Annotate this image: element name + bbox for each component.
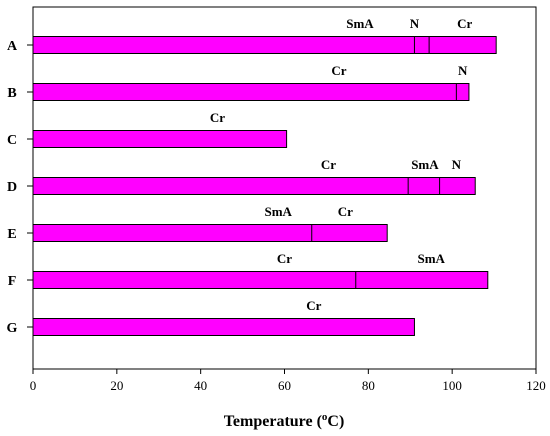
phase-label-f-1: Cr xyxy=(277,251,292,266)
x-tick-label-120: 120 xyxy=(526,378,546,393)
category-label-g: G xyxy=(7,321,18,336)
bars-layer xyxy=(32,36,497,336)
phase-labels-layer: SmA N Cr Cr N Cr Cr SmA N SmA Cr Cr SmA Cr xyxy=(210,16,473,313)
phase-label-a-2: N xyxy=(410,16,420,31)
phase-label-e-1: SmA xyxy=(264,204,292,219)
phase-label-b-1: Cr xyxy=(331,63,346,78)
phase-label-d-1: Cr xyxy=(321,157,336,172)
x-axis-title-prefix: Temperature ( xyxy=(224,413,322,430)
bar-b xyxy=(32,83,470,101)
bar-c xyxy=(32,130,288,148)
x-axis: 0 20 40 60 80 100 120 xyxy=(30,369,546,393)
bar-d xyxy=(32,177,476,195)
x-tick-label-100: 100 xyxy=(442,378,462,393)
phase-label-g-1: Cr xyxy=(306,298,321,313)
category-label-e: E xyxy=(7,227,16,242)
phase-label-e-2: Cr xyxy=(338,204,353,219)
x-axis-title-suffix: C) xyxy=(327,413,344,430)
phase-label-d-2: SmA xyxy=(411,157,439,172)
bar-a xyxy=(32,36,497,54)
phase-label-b-2: N xyxy=(458,63,468,78)
phase-label-f-2: SmA xyxy=(417,251,445,266)
bar-f xyxy=(32,271,489,289)
x-tick-label-80: 80 xyxy=(362,378,375,393)
category-labels-layer: A B C D E F G xyxy=(7,39,33,336)
x-axis-title-sup: o xyxy=(322,411,328,423)
phase-label-d-3: N xyxy=(452,157,462,172)
category-label-a: A xyxy=(7,39,18,54)
phase-label-a-3: Cr xyxy=(457,16,472,31)
category-label-f: F xyxy=(8,274,17,289)
phase-label-c-1: Cr xyxy=(210,110,225,125)
x-tick-label-0: 0 xyxy=(30,378,37,393)
bar-e xyxy=(32,224,388,242)
bar-g xyxy=(32,318,415,336)
category-label-d: D xyxy=(7,180,17,195)
category-label-c: C xyxy=(7,133,17,148)
x-tick-label-40: 40 xyxy=(194,378,207,393)
x-tick-label-60: 60 xyxy=(278,378,291,393)
x-axis-title: Temperature (oC) xyxy=(224,411,345,430)
x-tick-label-20: 20 xyxy=(110,378,123,393)
phase-label-a-1: SmA xyxy=(346,16,374,31)
category-label-b: B xyxy=(7,86,16,101)
